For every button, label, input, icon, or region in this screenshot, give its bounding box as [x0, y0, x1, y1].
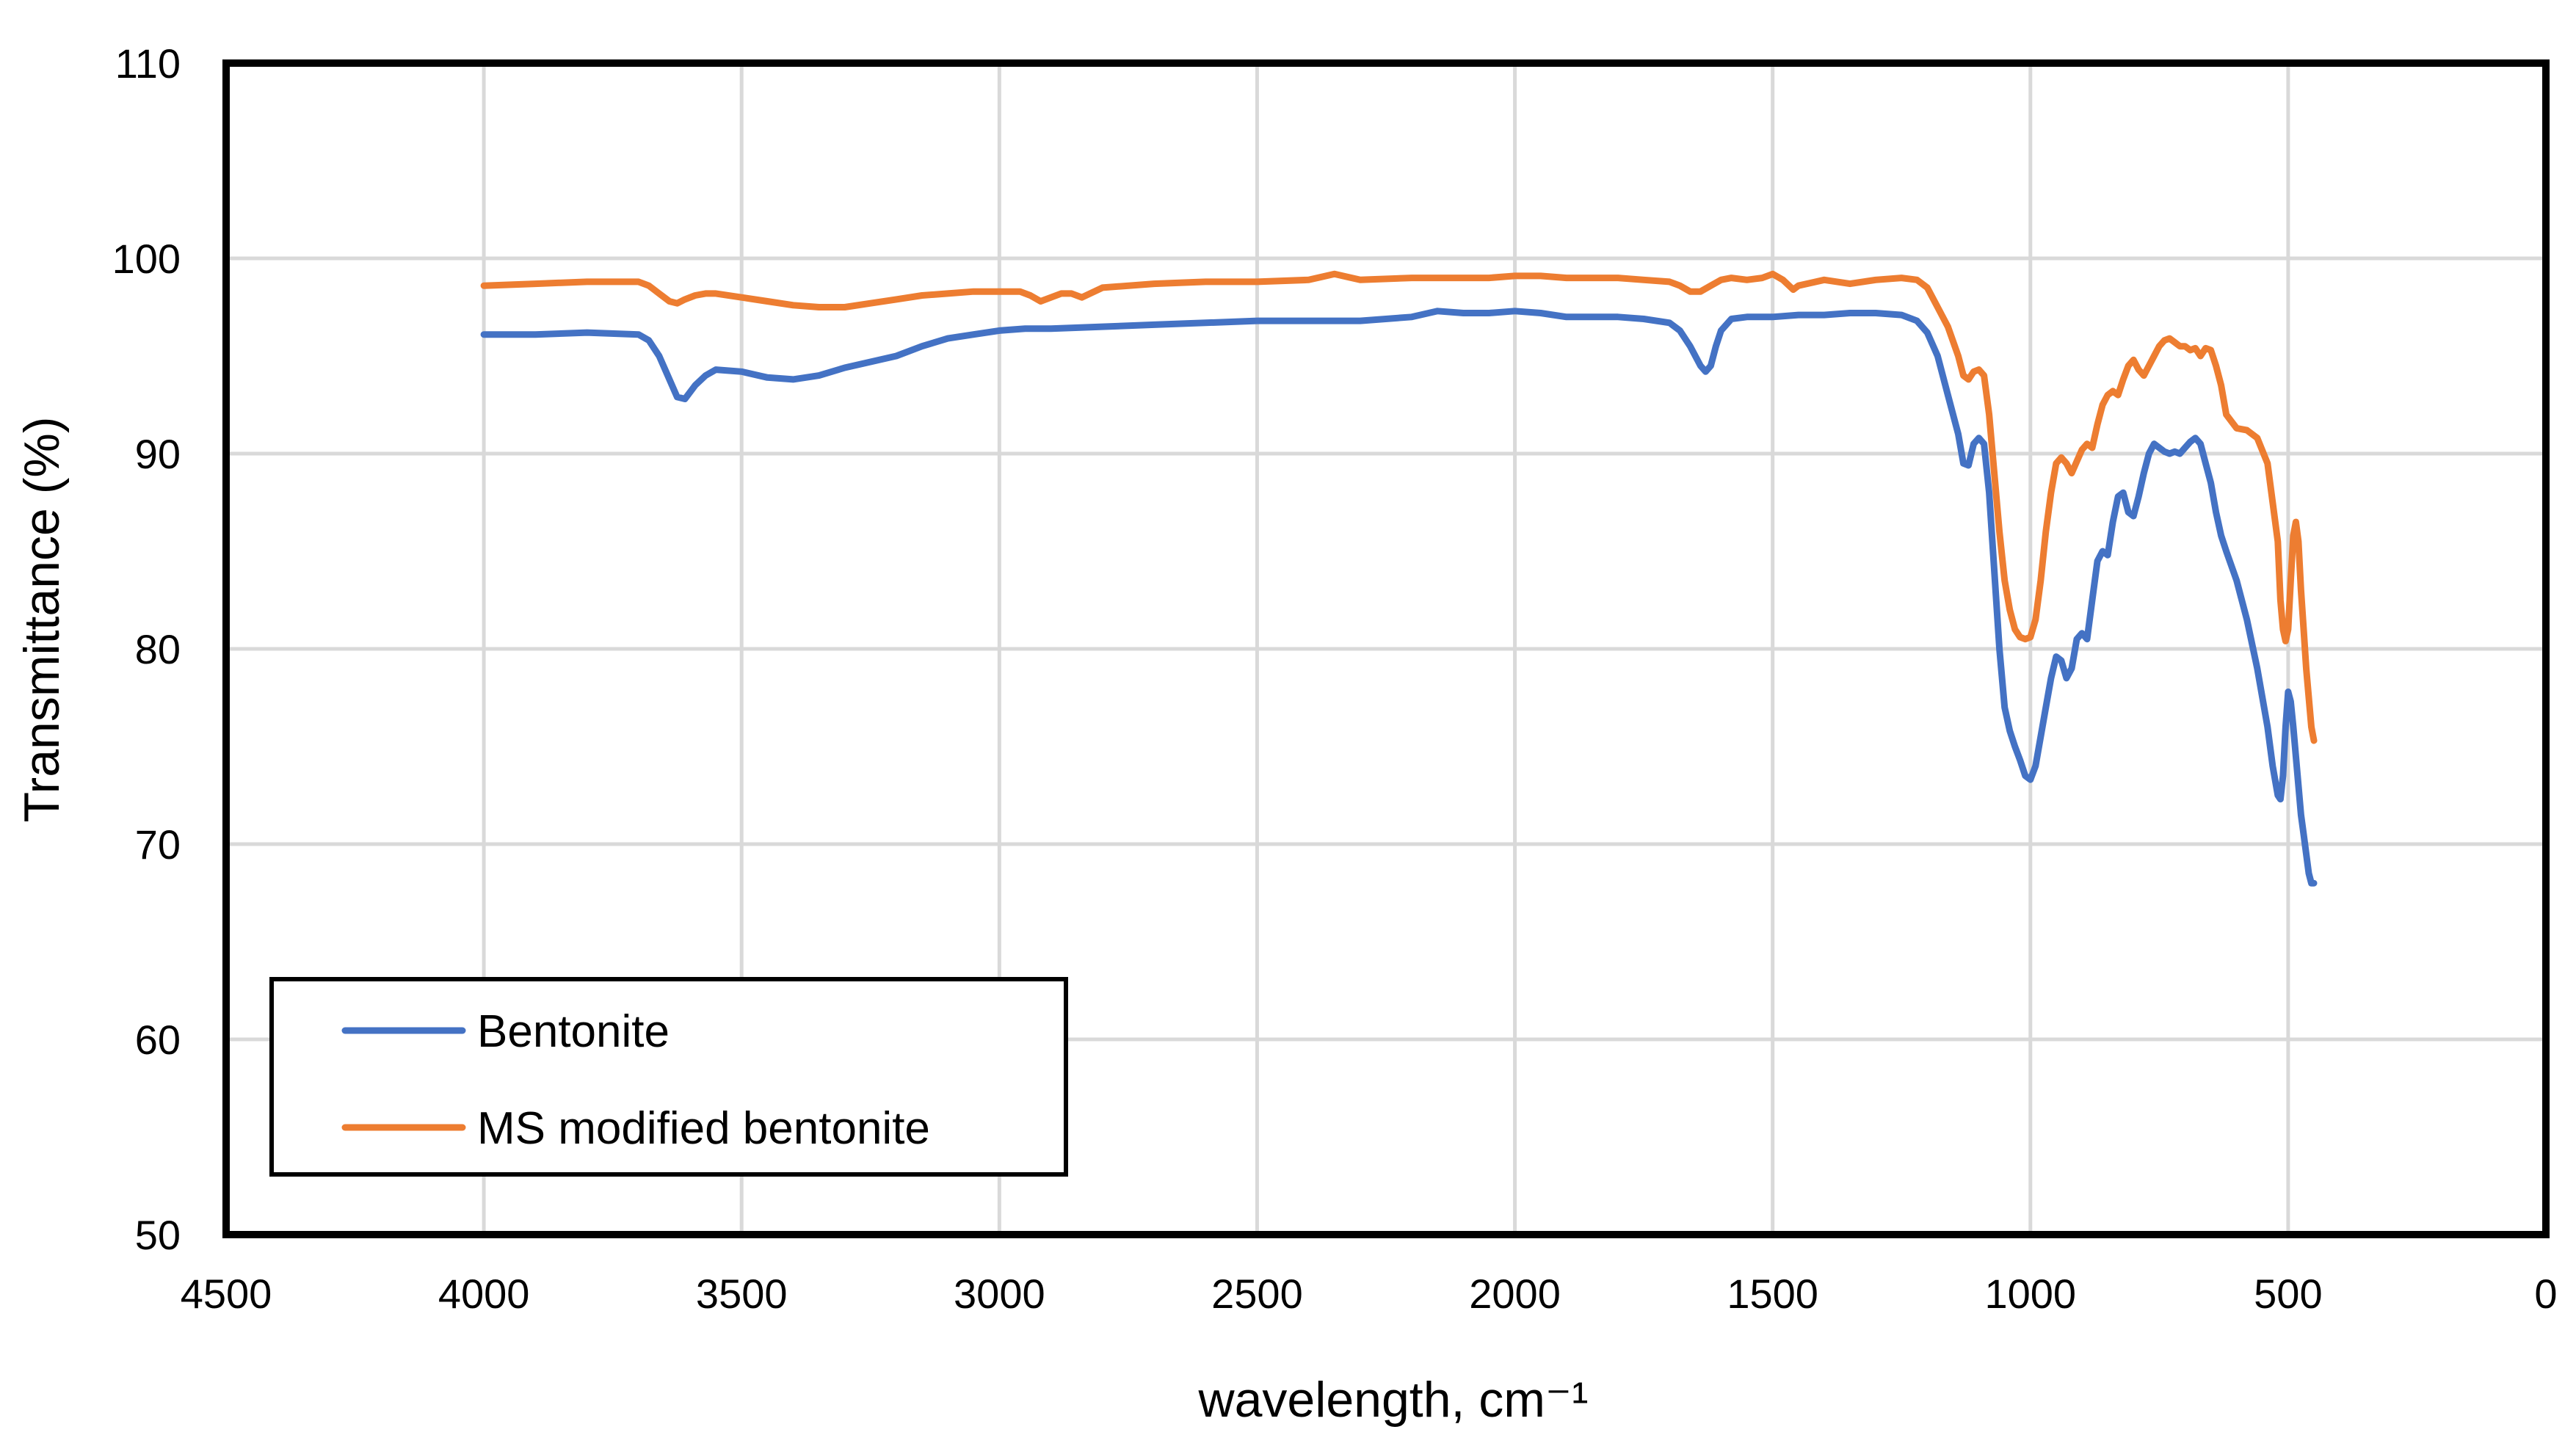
- x-tick-label: 2000: [1469, 1271, 1561, 1317]
- x-tick-label: 3500: [696, 1271, 788, 1317]
- plot-area-frame: [222, 59, 2550, 1238]
- series-layer: [480, 270, 2318, 887]
- legend-label-ms-modified-bentonite: MS modified bentonite: [477, 1103, 930, 1154]
- series-line-bentonite: [480, 308, 2318, 887]
- x-axis-title: wavelength, cm⁻¹: [1198, 1372, 1589, 1428]
- legend-label-bentonite: Bentonite: [477, 1006, 670, 1057]
- y-tick-label: 50: [135, 1212, 181, 1258]
- x-tick-label: 4500: [181, 1271, 272, 1317]
- x-tick-label: 0: [2534, 1271, 2557, 1317]
- y-axis-title: Transmittance (%): [14, 417, 70, 823]
- y-axis-tick-labels: 50 60 70 80 90 100 110: [112, 40, 181, 1258]
- series-line-ms-modified-bentonite: [480, 270, 2318, 744]
- legend-box: [269, 977, 1068, 1177]
- x-axis-tick-labels: 4500 4000 3500 3000 2500 2000 1500 1000 500 0: [181, 1271, 2558, 1317]
- x-tick-label: 3000: [954, 1271, 1045, 1317]
- y-tick-label: 70: [135, 821, 181, 868]
- y-tick-label: 110: [115, 40, 181, 87]
- y-tick-label: 90: [135, 431, 181, 477]
- x-tick-label: 500: [2254, 1271, 2322, 1317]
- y-tick-label: 60: [135, 1017, 181, 1063]
- y-tick-label: 100: [112, 236, 181, 282]
- legend: Bentonite MS modified bentonite: [269, 977, 1068, 1177]
- x-tick-label: 1500: [1727, 1271, 1818, 1317]
- x-tick-label: 2500: [1211, 1271, 1303, 1317]
- x-tick-label: 1000: [1984, 1271, 2076, 1317]
- y-tick-label: 80: [135, 626, 181, 672]
- x-tick-label: 4000: [438, 1271, 530, 1317]
